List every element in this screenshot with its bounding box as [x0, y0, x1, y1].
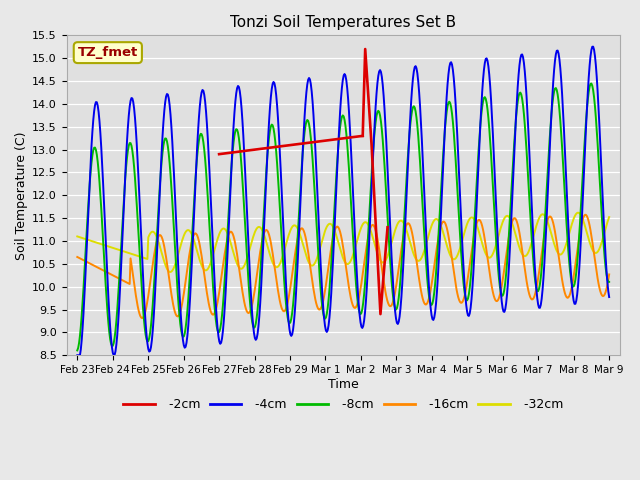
Legend:  -2cm,  -4cm,  -8cm,  -16cm,  -32cm: -2cm, -4cm, -8cm, -16cm, -32cm	[118, 393, 568, 416]
Text: TZ_fmet: TZ_fmet	[77, 46, 138, 59]
Title: Tonzi Soil Temperatures Set B: Tonzi Soil Temperatures Set B	[230, 15, 456, 30]
Y-axis label: Soil Temperature (C): Soil Temperature (C)	[15, 131, 28, 260]
X-axis label: Time: Time	[328, 378, 358, 391]
